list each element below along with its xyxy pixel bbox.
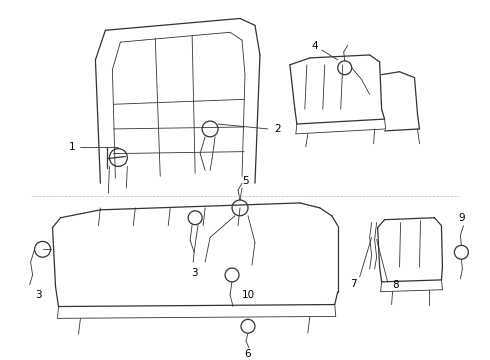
Text: 10: 10 <box>242 290 254 300</box>
Text: 5: 5 <box>242 176 248 186</box>
Text: 6: 6 <box>245 349 251 359</box>
Text: 4: 4 <box>312 41 318 51</box>
Text: 7: 7 <box>350 279 357 289</box>
Text: 1: 1 <box>69 142 76 152</box>
Text: 3: 3 <box>191 268 197 278</box>
Text: 8: 8 <box>392 280 399 290</box>
Text: 3: 3 <box>35 290 42 300</box>
Text: 2: 2 <box>274 124 281 134</box>
Text: 9: 9 <box>458 213 465 223</box>
